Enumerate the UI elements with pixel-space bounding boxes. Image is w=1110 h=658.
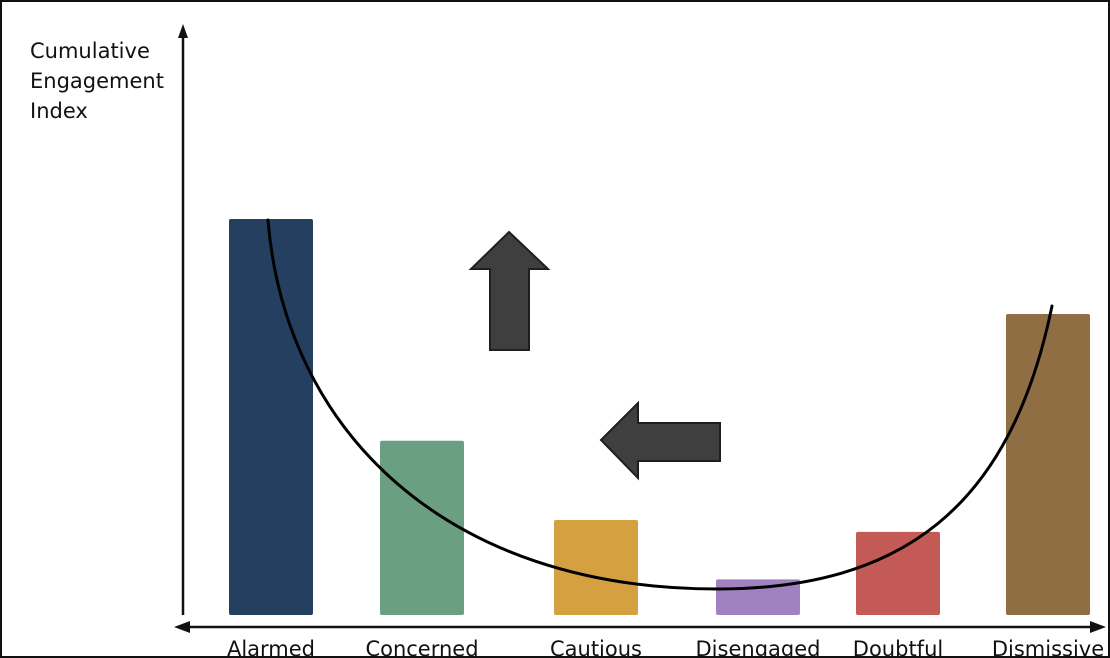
- up-arrow-annotation: [468, 230, 551, 351]
- trend-curve: [266, 218, 1054, 591]
- bar-concerned: [380, 440, 464, 615]
- y-axis-arrowhead: [178, 24, 188, 38]
- bars-layer: [229, 219, 1090, 615]
- x-axis-right-arrowhead: [1090, 621, 1106, 633]
- category-label-alarmed: Alarmed: [227, 637, 315, 658]
- x-axis-left-arrowhead: [174, 621, 190, 633]
- category-label-doubtful: Doubtful: [853, 637, 943, 658]
- bar-dismissive: [1006, 314, 1090, 615]
- bar-cautious: [554, 519, 638, 615]
- category-labels-layer: Alarmed Concerned Cautious Disengaged Doubtf…: [227, 637, 1104, 658]
- category-label-disengaged: Disengaged: [696, 637, 821, 658]
- left-arrow-annotation: [599, 400, 721, 481]
- bar-alarmed: [229, 219, 313, 615]
- category-label-dismissive: Dismissive: [992, 637, 1104, 658]
- category-label-cautious: Cautious: [550, 637, 642, 658]
- y-axis-label: Cumulative Engagement Index: [30, 39, 164, 123]
- bar-doubtful: [856, 531, 940, 615]
- category-label-concerned: Concerned: [365, 637, 478, 658]
